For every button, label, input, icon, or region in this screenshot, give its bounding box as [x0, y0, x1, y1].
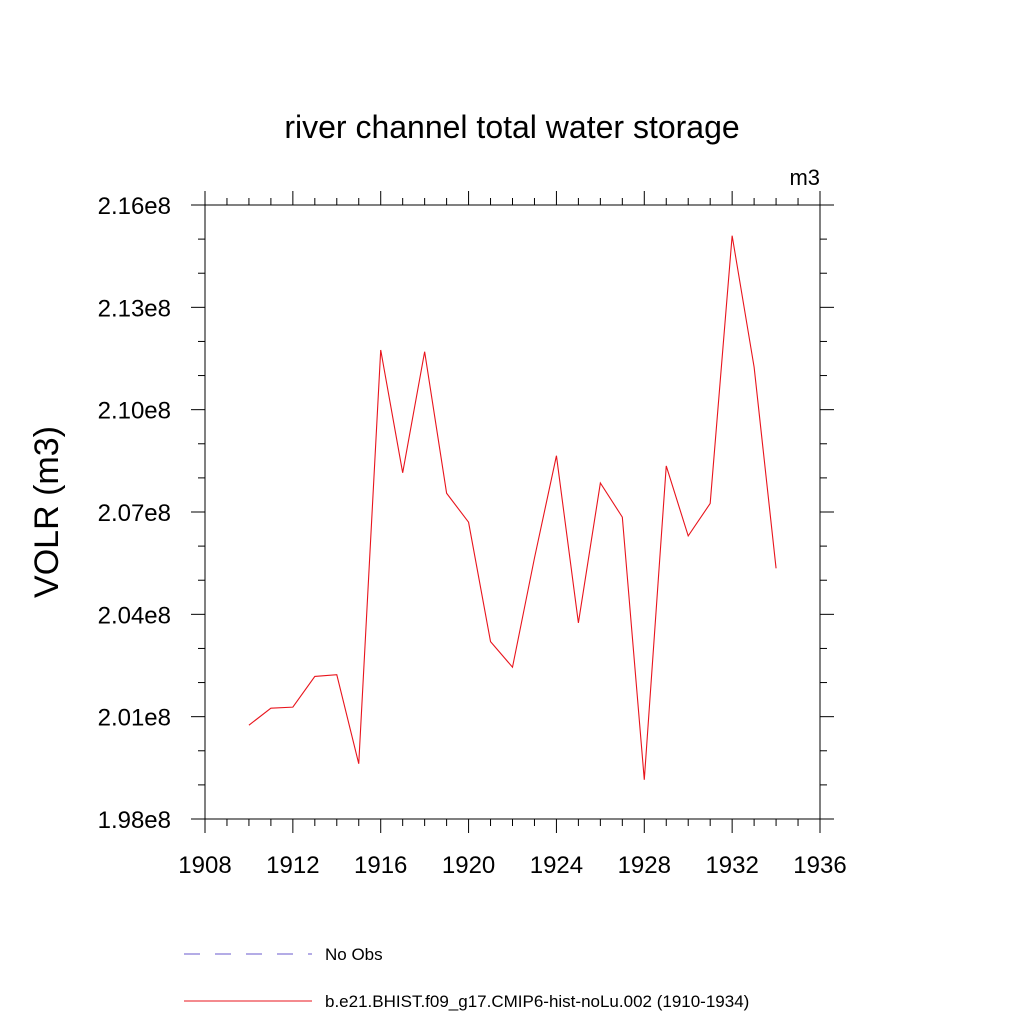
series-line	[248, 235, 777, 780]
x-tick-label: 1920	[442, 852, 495, 879]
y-axis-label: VOLR (m3)	[28, 426, 66, 598]
y-axis: 1.98e8 2.01e8 2.04e8 2.07e8 2.10e8 2.13e8 2.16…	[98, 193, 834, 834]
x-tick-label: 1912	[266, 852, 319, 879]
y-tick-label: 2.04e8	[98, 602, 171, 629]
legend-entry: No Obs	[325, 945, 383, 964]
y-tick-label: 2.01e8	[98, 705, 171, 732]
units-label: m3	[789, 165, 820, 190]
chart-title: river channel total water storage	[284, 109, 739, 145]
y-tick-label: 2.16e8	[98, 193, 171, 220]
x-tick-label: 1928	[618, 852, 671, 879]
y-tick-label: 2.13e8	[98, 295, 171, 322]
x-tick-label: 1924	[530, 852, 583, 879]
series-layer	[248, 235, 777, 780]
x-axis: 1908 1912 1916 1920 1924 1928 1932 1936	[178, 191, 847, 879]
y-tick-label: 1.98e8	[98, 807, 171, 834]
plot-frame	[204, 204, 821, 820]
y-tick-label: 2.10e8	[98, 398, 171, 425]
x-tick-label: 1936	[793, 852, 846, 879]
y-tick-label: 2.07e8	[98, 500, 171, 527]
legend-entry: b.e21.BHIST.f09_g17.CMIP6-hist-noLu.002 …	[325, 992, 749, 1011]
legend: No Obs b.e21.BHIST.f09_g17.CMIP6-hist-noL…	[184, 945, 749, 1011]
x-tick-label: 1908	[178, 852, 231, 879]
x-tick-label: 1916	[354, 852, 407, 879]
x-tick-label: 1932	[705, 852, 758, 879]
